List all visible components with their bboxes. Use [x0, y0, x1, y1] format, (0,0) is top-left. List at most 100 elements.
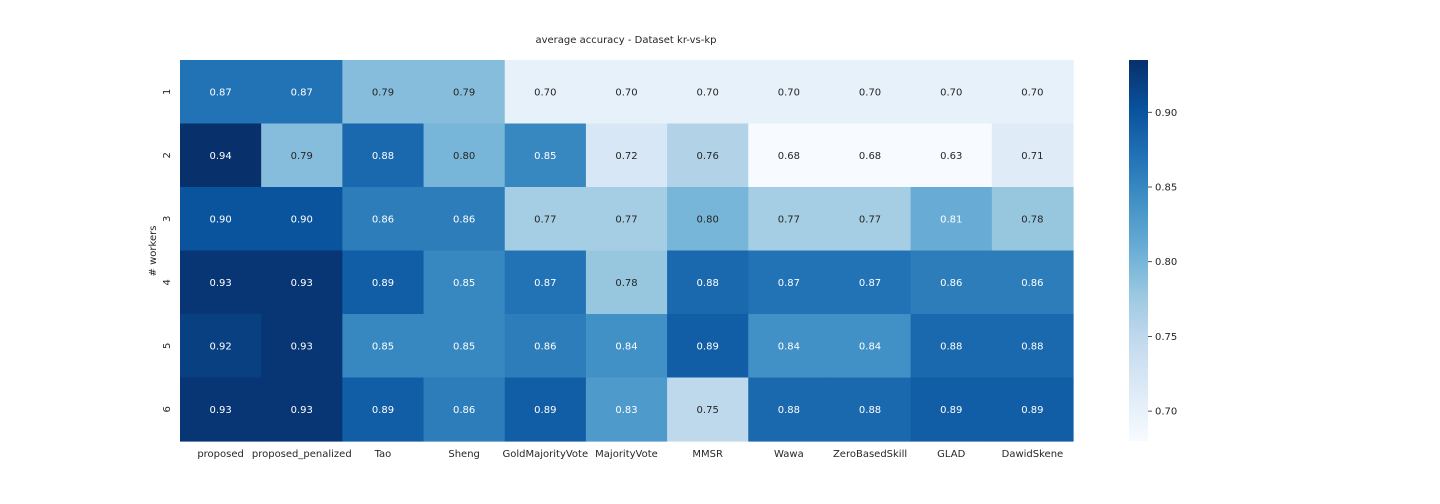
- cell-value-label: 0.86: [534, 341, 556, 352]
- y-axis-ticks: 1 2 3 4 5 6: [162, 89, 173, 413]
- heatmap-cell: [261, 314, 343, 379]
- cell-value-label: 0.86: [372, 214, 394, 225]
- heatmap-cell: [342, 123, 425, 188]
- heatmap-cell: [748, 60, 831, 125]
- x-axis-ticks: proposed proposed_penalized Tao Sheng GoldMa…: [197, 449, 1063, 460]
- cell-value-label: 0.77: [615, 214, 637, 225]
- heatmap-cell: [667, 123, 749, 188]
- cell-value-label: 0.70: [940, 87, 962, 98]
- heatmap-cell: [423, 314, 506, 379]
- cell-value-label: 0.77: [534, 214, 556, 225]
- cell-value-label: 0.78: [1021, 214, 1043, 225]
- heatmap-cell: [423, 123, 506, 188]
- heatmap-cell: [585, 123, 668, 188]
- cell-value-label: 0.68: [778, 151, 800, 162]
- cell-value-label: 0.77: [778, 214, 800, 225]
- cell-value-label: 0.87: [209, 87, 231, 98]
- y-tick-label: 1: [162, 89, 173, 95]
- cell-value-label: 0.70: [534, 87, 556, 98]
- colorbar-tick-label: 0.90: [1155, 108, 1177, 119]
- heatmap-cell: [423, 377, 506, 442]
- cell-value-label: 0.80: [697, 214, 719, 225]
- cell-value-label: 0.70: [697, 87, 719, 98]
- cell-value-label: 0.93: [291, 405, 313, 416]
- cell-value-label: 0.88: [372, 151, 394, 162]
- x-tick-label: proposed_penalized: [252, 449, 352, 460]
- cell-value-label: 0.93: [209, 405, 231, 416]
- heatmap-cell: [423, 250, 506, 315]
- y-tick-label: 4: [162, 279, 173, 285]
- x-tick-label: GoldMajorityVote: [502, 449, 588, 460]
- colorbar-tick-label: 0.75: [1155, 332, 1177, 343]
- heatmap-cell: [991, 60, 1074, 125]
- cell-value-label: 0.93: [291, 278, 313, 289]
- cell-value-label: 0.71: [1021, 151, 1043, 162]
- cell-value-label: 0.92: [209, 341, 231, 352]
- cell-value-label: 0.80: [453, 151, 475, 162]
- heatmap-cell: [180, 187, 262, 252]
- cell-value-label: 0.70: [1021, 87, 1043, 98]
- cell-value-label: 0.90: [209, 214, 231, 225]
- x-tick-label: Tao: [374, 449, 392, 460]
- heatmap-cell: [423, 187, 506, 252]
- chart-title: average accuracy - Dataset kr-vs-kp: [535, 35, 716, 46]
- heatmap-cell: [748, 250, 831, 315]
- cell-value-label: 0.93: [291, 341, 313, 352]
- colorbar-tick-label: 0.70: [1155, 407, 1177, 418]
- cell-value-label: 0.89: [1021, 405, 1043, 416]
- heatmap-cell: [261, 250, 343, 315]
- cell-value-label: 0.93: [209, 278, 231, 289]
- cell-value-label: 0.84: [615, 341, 637, 352]
- x-tick-label: GLAD: [937, 449, 965, 460]
- x-tick-label: MajorityVote: [595, 449, 658, 460]
- heatmap-cell: [261, 377, 343, 442]
- heatmap-cell: [829, 377, 912, 442]
- cell-value-label: 0.86: [940, 278, 962, 289]
- y-tick-label: 5: [162, 343, 173, 349]
- heatmap-cell: [504, 377, 587, 442]
- heatmap-cell: [910, 123, 993, 188]
- cell-value-label: 0.88: [778, 405, 800, 416]
- cell-value-label: 0.85: [534, 151, 556, 162]
- cell-value-label: 0.86: [1021, 278, 1043, 289]
- heatmap-cell: [423, 60, 506, 125]
- x-tick-label: MMSR: [692, 449, 723, 460]
- heatmap-cell: [991, 123, 1074, 188]
- heatmap-cell: [991, 250, 1074, 315]
- cell-value-label: 0.85: [453, 278, 475, 289]
- heatmap-cells: 0.87 0.87 0.79 0.79 0.70 0.70 0.70 0.70 0.70 0.70…: [180, 60, 1074, 442]
- x-tick-label: Sheng: [448, 449, 480, 460]
- heatmap-cell: [748, 187, 831, 252]
- heatmap-cell: [342, 314, 425, 379]
- cell-value-label: 0.89: [940, 405, 962, 416]
- heatmap-cell: [748, 314, 831, 379]
- heatmap-cell: [342, 377, 425, 442]
- heatmap-cell: [910, 314, 993, 379]
- cell-value-label: 0.89: [372, 278, 394, 289]
- cell-value-label: 0.72: [615, 151, 637, 162]
- cell-value-label: 0.88: [697, 278, 719, 289]
- heatmap-cell: [261, 123, 343, 188]
- y-tick-label: 6: [162, 406, 173, 412]
- heatmap-cell: [748, 377, 831, 442]
- heatmap-cell: [667, 250, 749, 315]
- cell-value-label: 0.79: [372, 87, 394, 98]
- colorbar-tick-label: 0.85: [1155, 183, 1177, 194]
- y-tick-label: 2: [162, 152, 173, 158]
- heatmap-cell: [829, 314, 912, 379]
- heatmap-cell: [180, 250, 262, 315]
- cell-value-label: 0.87: [291, 87, 313, 98]
- cell-value-label: 0.87: [778, 278, 800, 289]
- heatmap-cell: [910, 60, 993, 125]
- x-tick-label: proposed: [197, 449, 244, 460]
- heatmap-cell: [910, 377, 993, 442]
- colorbar-gradient: [1129, 60, 1148, 441]
- cell-value-label: 0.85: [372, 341, 394, 352]
- heatmap-cell: [180, 60, 262, 125]
- y-axis-label: # workers: [148, 226, 159, 277]
- cell-value-label: 0.83: [615, 405, 637, 416]
- cell-value-label: 0.89: [534, 405, 556, 416]
- x-tick-label: Wawa: [774, 449, 804, 460]
- cell-value-label: 0.90: [291, 214, 313, 225]
